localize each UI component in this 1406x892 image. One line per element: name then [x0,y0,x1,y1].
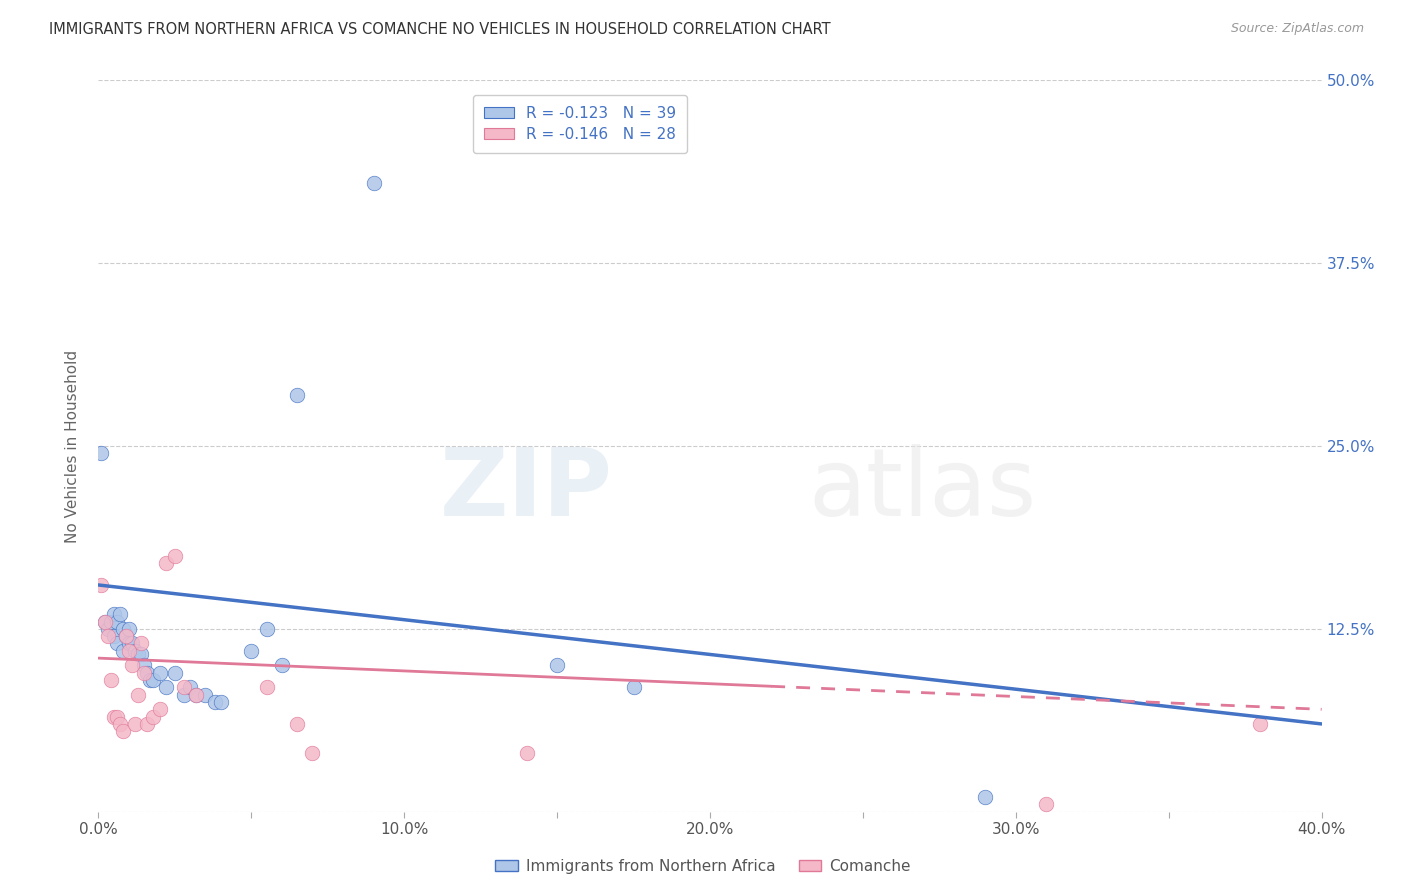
Point [90,446,112,460]
Point [179,681,201,695]
Point [516,746,538,760]
Point [118,636,141,650]
Point [124,717,146,731]
Point [127,647,149,661]
Text: atlas: atlas [808,444,1036,536]
Point [90,578,112,592]
Point [124,644,146,658]
Point [108,717,131,731]
Point [111,622,134,636]
Point [129,647,152,661]
Point [149,665,172,680]
Point [118,622,141,636]
Point [136,665,159,680]
Point [108,607,131,622]
Point [270,658,292,673]
Point [115,629,138,643]
Point [121,658,143,673]
Point [155,681,177,695]
Point [1249,717,1271,731]
Point [127,688,149,702]
Point [111,644,134,658]
Point [173,688,195,702]
Point [105,615,128,629]
Point [173,681,195,695]
Point [256,681,278,695]
Text: Source: ZipAtlas.com: Source: ZipAtlas.com [1230,22,1364,36]
Point [155,556,177,570]
Point [204,695,226,709]
Point [93,615,115,629]
Point [100,615,122,629]
Legend: R = -0.123   N = 39, R = -0.146   N = 28: R = -0.123 N = 39, R = -0.146 N = 28 [472,95,688,153]
Point [240,644,263,658]
Point [285,388,308,402]
Point [105,636,128,650]
Point [100,673,122,687]
Point [974,790,997,805]
Point [163,665,186,680]
Point [136,717,159,731]
Point [111,724,134,739]
Point [256,622,278,636]
Point [163,549,186,563]
Point [142,673,165,687]
Point [121,636,143,650]
Point [623,681,645,695]
Point [103,607,125,622]
Point [546,658,568,673]
Point [363,176,385,190]
Point [142,709,165,723]
Point [186,688,208,702]
Point [97,629,120,643]
Point [129,636,152,650]
Point [97,622,120,636]
Point [103,709,125,723]
Point [118,644,141,658]
Point [115,629,138,643]
Legend: Immigrants from Northern Africa, Comanche: Immigrants from Northern Africa, Comanch… [489,853,917,880]
Point [209,695,232,709]
Point [149,702,172,716]
Point [105,709,128,723]
Point [134,665,156,680]
Point [194,688,217,702]
Point [301,746,323,760]
Text: IMMIGRANTS FROM NORTHERN AFRICA VS COMANCHE NO VEHICLES IN HOUSEHOLD CORRELATION: IMMIGRANTS FROM NORTHERN AFRICA VS COMAN… [49,22,831,37]
Point [139,673,162,687]
Point [134,658,156,673]
Point [186,688,208,702]
Text: ZIP: ZIP [439,444,612,536]
Point [103,629,125,643]
Point [285,717,308,731]
Point [93,615,115,629]
Y-axis label: No Vehicles in Household: No Vehicles in Household [65,350,80,542]
Point [1035,797,1057,812]
